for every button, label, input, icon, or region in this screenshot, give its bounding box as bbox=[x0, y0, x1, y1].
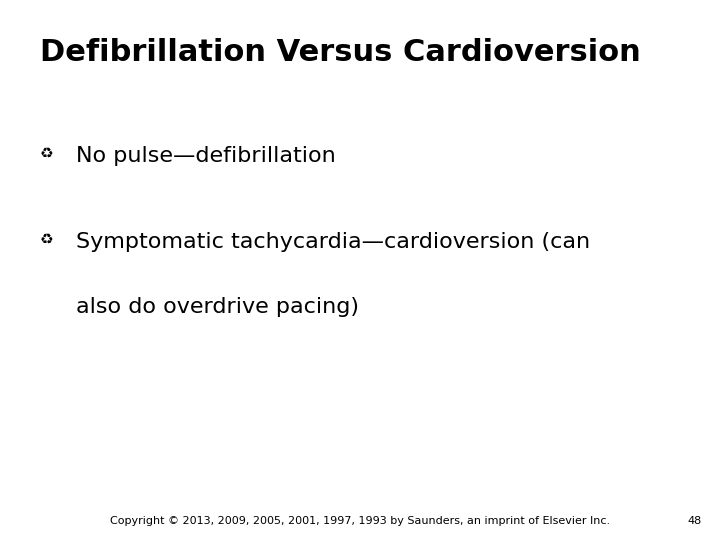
Text: Defibrillation Versus Cardioversion: Defibrillation Versus Cardioversion bbox=[40, 38, 640, 67]
Text: Copyright © 2013, 2009, 2005, 2001, 1997, 1993 by Saunders, an imprint of Elsevi: Copyright © 2013, 2009, 2005, 2001, 1997… bbox=[110, 516, 610, 526]
Text: Symptomatic tachycardia—cardioversion (can: Symptomatic tachycardia—cardioversion (c… bbox=[76, 232, 590, 252]
Text: ♻: ♻ bbox=[40, 146, 53, 161]
Text: No pulse—defibrillation: No pulse—defibrillation bbox=[76, 146, 336, 166]
Text: 48: 48 bbox=[688, 516, 702, 526]
Text: also do overdrive pacing): also do overdrive pacing) bbox=[76, 297, 359, 317]
Text: ♻: ♻ bbox=[40, 232, 53, 247]
